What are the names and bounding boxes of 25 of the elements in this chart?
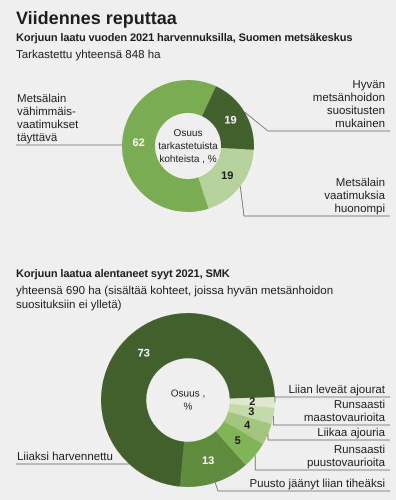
data-label: 19 (221, 170, 234, 182)
data-label: 3 (248, 406, 254, 418)
data-label: 2 (249, 396, 256, 408)
slice-label: Runsaasti puustovaurioita (307, 444, 386, 469)
slice-label: Puusto jäänyt liian tiheäksi (249, 478, 385, 490)
data-label: 4 (244, 419, 252, 432)
slice-label: Metsälain vaatimuksia huonompi (324, 177, 386, 215)
chart-title: Viidennes reputtaa (16, 8, 177, 29)
text: Osuus , % (170, 388, 206, 412)
data-label: 13 (202, 455, 214, 468)
data-label: 19 (224, 114, 237, 127)
slice-label: Liian leveät ajourat (288, 384, 386, 396)
data-label: 62 (132, 137, 145, 150)
slice-label: Metsälain vähimmäis-vaatimukset täyttävä (17, 93, 80, 144)
slice-label: Runsaasti maastovaurioita (304, 399, 386, 424)
text: Osuus tarkastetuista kohteista , % (158, 128, 218, 165)
text: Tarkastettu yhteensä 848 ha (16, 48, 162, 62)
slice-label: Liikaa ajouria (317, 427, 386, 439)
slice-label: Liiaksi harvennettu (17, 451, 113, 463)
slice-label: Hyvän metsänhoidon suositusten mukainen (312, 79, 385, 130)
data-label: 5 (234, 434, 241, 447)
data-label: 73 (138, 347, 150, 360)
chart-subtitle: yhteensä 690 ha (sisältää kohteet, joissa hyvän metsänhoidon suosituksiin ei ylletä) (16, 284, 334, 312)
chart-subtitle: Korjuun laatu vuoden 2021 harvennuksilla, Suomen metsäkeskus (16, 32, 352, 44)
chart-title: Korjuun laatua alentaneet syyt 2021, SMK (16, 268, 230, 280)
